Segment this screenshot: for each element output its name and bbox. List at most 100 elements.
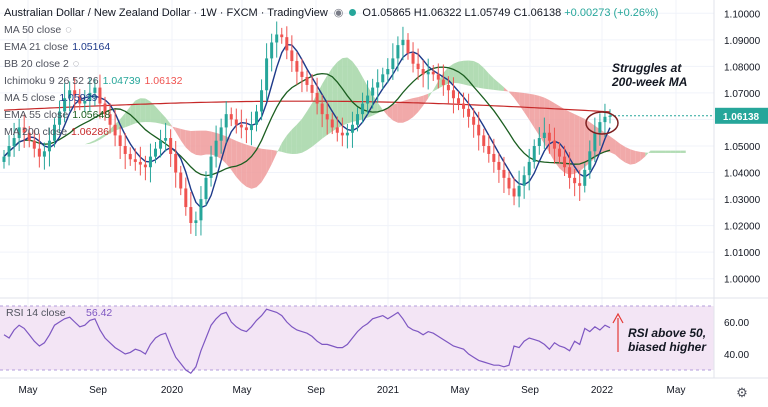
candle-body [235, 119, 238, 124]
cloud-segment [524, 93, 529, 120]
cloud-segment [292, 124, 297, 153]
candle-body [437, 74, 440, 79]
cloud-segment [625, 147, 630, 165]
candle-body [215, 141, 218, 157]
cloud-segment [615, 140, 620, 159]
rsi-tick-label: 40.00 [724, 350, 749, 361]
cloud-segment [206, 131, 211, 155]
candle-body [391, 58, 394, 69]
legend-value-2: 1.06132 [145, 73, 183, 90]
legend-value: 1.06286 [71, 124, 109, 141]
ohlc-text: O1.05865 H1.06322 L1.05749 C1.06138 [362, 7, 561, 19]
cloud-segment [186, 130, 191, 152]
candle-body [295, 61, 298, 72]
y-tick-label: 1.07000 [724, 89, 761, 100]
x-tick-label: May [667, 385, 686, 396]
cloud-segment [610, 136, 615, 154]
candle-body [300, 72, 303, 77]
candle-body [270, 42, 273, 58]
legend-row[interactable]: MA 50 close◌ [4, 22, 183, 39]
candle-body [311, 85, 314, 93]
candle-body [124, 146, 127, 154]
legend-label: MA 50 close [4, 22, 61, 39]
candle-body [245, 127, 248, 130]
cloud-segment [257, 148, 262, 188]
candle-body [220, 127, 223, 140]
candle-body [502, 170, 505, 178]
candle-body [305, 77, 308, 85]
cloud-segment [509, 91, 514, 97]
price-change: +0.00273 (+0.26%) [564, 7, 658, 19]
cloud-segment [80, 143, 85, 144]
candle-body [603, 117, 606, 122]
candle-body [558, 149, 561, 157]
hidden-eye-icon[interactable]: ◌ [73, 56, 80, 73]
annotation-main: Struggles at [612, 61, 682, 75]
candle-body [593, 133, 596, 152]
candle-body [376, 82, 379, 87]
candle-body [285, 37, 288, 50]
y-tick-label: 1.09000 [724, 36, 761, 47]
cloud-segment [201, 131, 206, 156]
legend-label: MA 200 close [4, 124, 67, 141]
cloud-segment [231, 139, 236, 177]
hidden-eye-icon[interactable]: ◌ [65, 22, 72, 39]
cloud-segment [655, 151, 660, 153]
cloud-segment [337, 58, 342, 128]
cloud-segment [661, 151, 666, 153]
y-tick-label: 1.01000 [724, 248, 761, 259]
legend-row[interactable]: BB 20 close 2◌ [4, 56, 183, 73]
cloud-segment [398, 101, 403, 123]
candle-body [134, 159, 137, 162]
eye-icon[interactable]: ◉ [334, 6, 344, 19]
candle-body [523, 175, 526, 186]
cloud-segment [514, 92, 519, 105]
cloud-segment [196, 131, 201, 156]
candle-body [184, 188, 187, 207]
x-tick-label: 2021 [377, 385, 400, 396]
cloud-segment [489, 73, 494, 89]
candle-body [442, 80, 445, 85]
candle-body [457, 98, 460, 103]
gear-icon[interactable]: ⚙ [736, 385, 748, 400]
annotation-rsi: biased higher [628, 340, 707, 354]
candle-body [250, 125, 253, 130]
y-tick-label: 1.04000 [724, 169, 761, 180]
candle-body [477, 125, 480, 136]
candle-body [326, 114, 329, 119]
candle-body [553, 141, 556, 149]
candle-body [417, 64, 420, 69]
cloud-segment [474, 61, 479, 88]
candle-body [351, 125, 354, 133]
candle-body [280, 35, 283, 38]
cloud-segment [418, 96, 423, 113]
cloud-segment [287, 129, 292, 153]
candle-body [543, 133, 546, 138]
y-tick-label: 1.10000 [724, 9, 761, 20]
cloud-segment [85, 142, 90, 144]
candle-body [568, 167, 571, 178]
x-tick-label: May [19, 385, 38, 396]
y-tick-label: 1.02000 [724, 222, 761, 233]
candle-body [447, 85, 450, 90]
cloud-segment [282, 135, 287, 153]
cloud-segment [484, 68, 489, 89]
candle-body [149, 157, 152, 168]
x-tick-label: 2022 [591, 385, 614, 396]
y-tick-label: 1.08000 [724, 62, 761, 73]
candle-body [548, 133, 551, 141]
candle-body [139, 162, 142, 165]
x-tick-label: Sep [521, 385, 539, 396]
candle-body [422, 69, 425, 74]
cloud-segment [554, 103, 559, 168]
candle-body [381, 74, 384, 82]
cloud-segment [499, 83, 504, 91]
cloud-segment [428, 90, 433, 98]
cloud-segment [534, 95, 539, 136]
